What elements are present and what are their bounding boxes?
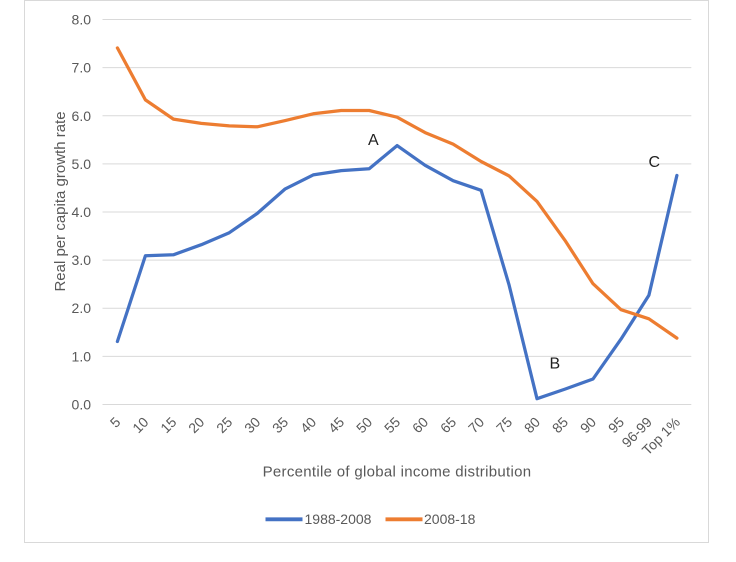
svg-text:A: A <box>368 132 379 149</box>
svg-text:C: C <box>649 154 661 171</box>
svg-text:2.0: 2.0 <box>72 300 92 316</box>
svg-text:B: B <box>550 356 561 373</box>
svg-text:1988-2008: 1988-2008 <box>305 511 372 527</box>
svg-text:Real per capita growth rate: Real per capita growth rate <box>52 111 69 291</box>
svg-text:1.0: 1.0 <box>72 348 92 364</box>
svg-text:3.0: 3.0 <box>72 252 92 268</box>
svg-text:7.0: 7.0 <box>72 60 92 76</box>
svg-text:8.0: 8.0 <box>72 12 92 28</box>
svg-text:4.0: 4.0 <box>72 204 92 220</box>
svg-text:6.0: 6.0 <box>72 108 92 124</box>
svg-text:5.0: 5.0 <box>72 156 92 172</box>
svg-text:2008-18: 2008-18 <box>424 511 476 527</box>
svg-text:Percentile of global income di: Percentile of global income distribution <box>263 464 532 481</box>
svg-text:0.0: 0.0 <box>72 397 92 413</box>
